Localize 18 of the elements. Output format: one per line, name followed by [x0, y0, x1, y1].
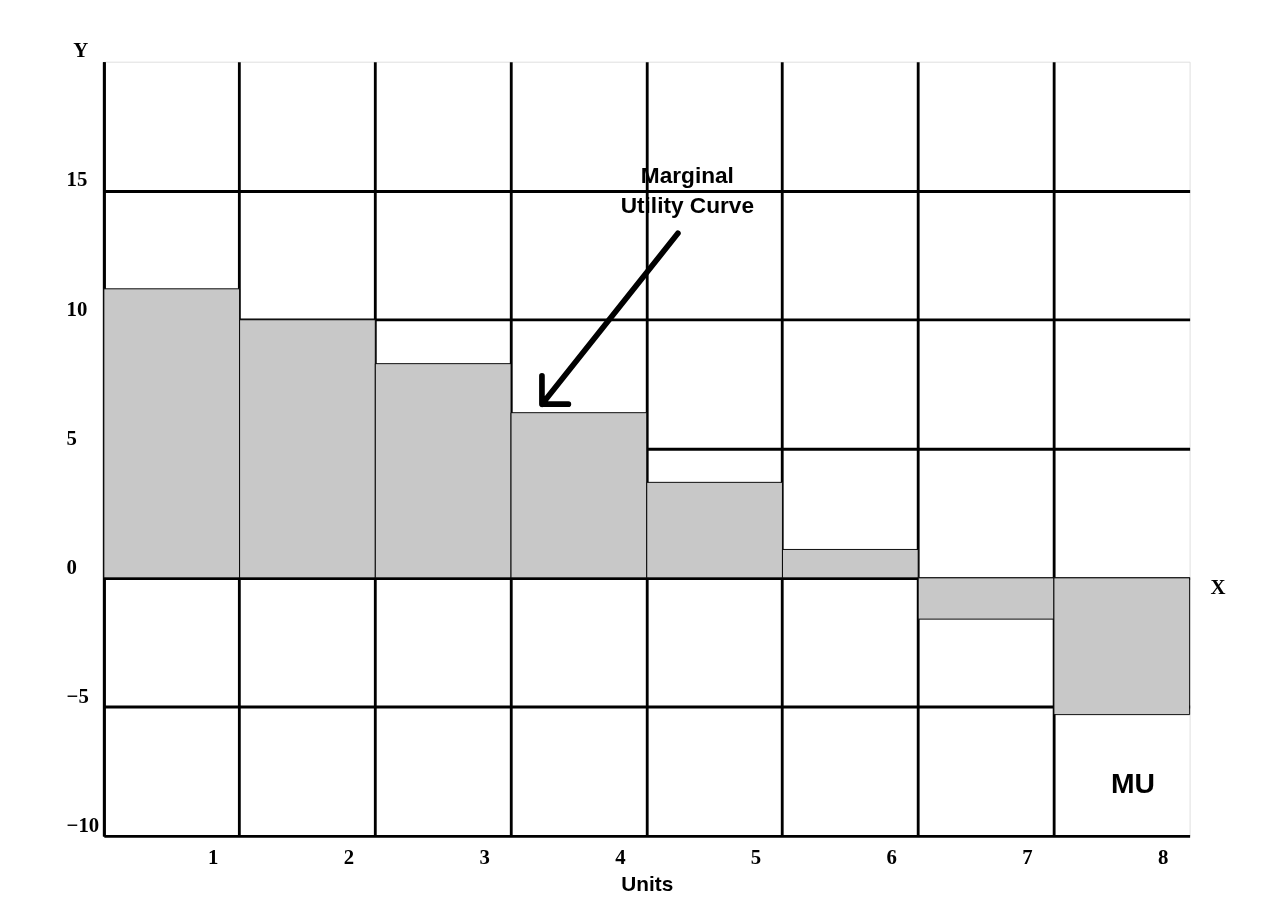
x-tick-label: 1	[207, 844, 219, 868]
y-tick-label: 15	[66, 167, 88, 191]
x-tick-label: 7	[1022, 844, 1033, 868]
x-tick-label: 4	[615, 844, 626, 868]
x-tick-label: 6	[886, 844, 897, 868]
x-axis-title: Units	[621, 872, 674, 896]
x-tick-label: 3	[479, 844, 490, 868]
x-tick-label: 5	[750, 844, 762, 868]
x-tick-label: 2	[343, 844, 355, 868]
y-tick-label: −5	[66, 683, 89, 707]
annotation: MU	[1110, 766, 1155, 799]
y-axis-title: Y	[73, 38, 89, 62]
x-tick-label: 8	[1158, 844, 1169, 868]
y-tick-label: −10	[66, 812, 100, 836]
y-tick-label: 0	[66, 554, 77, 578]
y-tick-label: 10	[66, 296, 88, 320]
y-tick-label: 5	[66, 425, 77, 449]
annotation: X	[1210, 574, 1226, 598]
